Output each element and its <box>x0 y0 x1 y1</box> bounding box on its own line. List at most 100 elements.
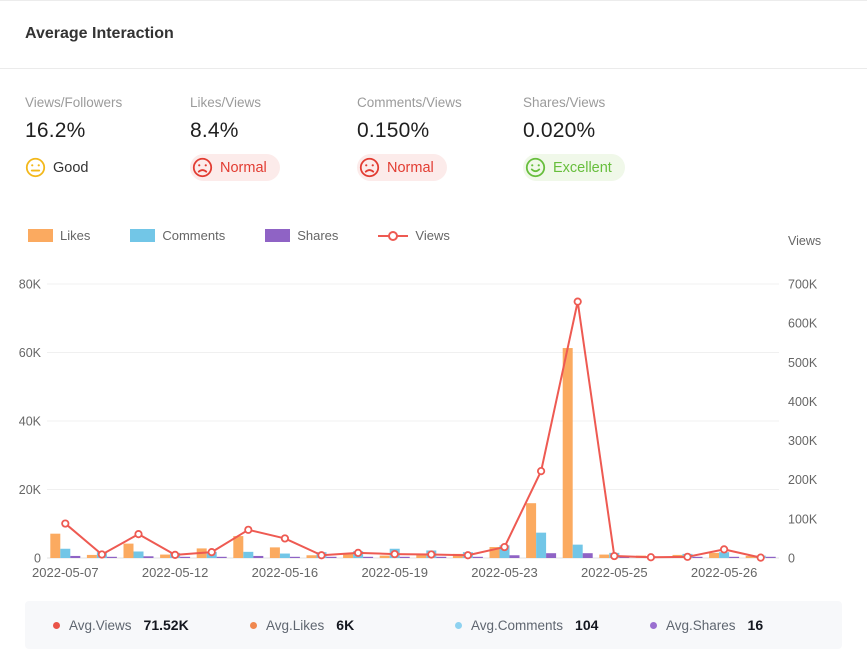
shares-bar <box>106 556 117 558</box>
interaction-chart: 0 20K 40K 60K 80K 0 100K 200K 300K 400K 500K 600K 70… <box>19 278 818 581</box>
metric-shares-views: Shares/Views 0.020% Excellent <box>523 95 688 183</box>
legend-label: Likes <box>60 228 91 243</box>
likes-bar <box>306 555 317 558</box>
chart-legend: Likes Comments Shares Views <box>28 228 450 243</box>
views-marker <box>683 552 692 561</box>
views-marker <box>61 519 70 528</box>
legend-item-shares[interactable]: Shares <box>265 228 338 243</box>
views-marker <box>500 542 509 552</box>
views-marker <box>610 551 619 561</box>
shares-bar <box>70 555 81 558</box>
legend-item-likes[interactable]: Likes <box>28 228 90 243</box>
x-axis-label: 2022-05-07 <box>32 565 99 580</box>
shares-bar <box>253 555 264 558</box>
views-line-icon <box>378 230 409 241</box>
shares-bar <box>399 556 410 558</box>
views-marker <box>207 548 216 557</box>
summary-avg-views: Avg.Views 71.52K <box>53 617 189 633</box>
status-badge: Excellent <box>523 154 625 181</box>
views-marker <box>353 548 363 558</box>
likes-swatch-icon <box>28 229 53 242</box>
likes-bar <box>562 348 573 558</box>
status-label: Excellent <box>553 159 612 176</box>
y-axis-label-right: 600K <box>788 317 818 331</box>
y-axis-label-left: 80K <box>19 278 42 292</box>
y-axis-label-right: 700K <box>788 278 818 292</box>
legend-item-comments[interactable]: Comments <box>130 228 225 243</box>
views-marker <box>134 530 143 539</box>
views-marker <box>317 551 326 560</box>
legend-label: Comments <box>162 228 226 243</box>
y-axis-label-right: 100K <box>788 512 818 526</box>
metric-label: Shares/Views <box>523 95 606 110</box>
shares-bar <box>509 555 520 558</box>
metric-value: 16.2% <box>25 119 86 142</box>
summary-value: 6K <box>336 617 355 633</box>
likes-bar <box>489 547 500 558</box>
views-marker <box>280 534 289 543</box>
views-marker <box>390 549 399 559</box>
comments-bar <box>243 551 254 558</box>
shares-bar <box>765 556 776 558</box>
summary-label: Avg.Likes <box>266 617 325 633</box>
summary-avg-comments: Avg.Comments 104 <box>455 617 598 633</box>
summary-value: 71.52K <box>143 617 189 633</box>
views-marker <box>244 525 253 534</box>
y-axis-label-right: 500K <box>788 356 818 370</box>
likes-bar <box>709 552 720 558</box>
y-axis-label-right: 300K <box>788 434 818 448</box>
comments-bar <box>499 545 510 558</box>
status-label: Normal <box>220 159 267 176</box>
y-axis-label-right: 400K <box>788 395 818 409</box>
likes-bar <box>526 503 537 558</box>
metrics-row: Views/Followers 16.2% Good Likes/Views 8… <box>25 95 852 183</box>
likes-bar <box>416 554 427 558</box>
likes-bar <box>50 533 61 558</box>
likes-bar <box>269 547 280 558</box>
metric-value: 8.4% <box>190 119 239 142</box>
views-marker <box>171 550 180 559</box>
x-axis-label: 2022-05-12 <box>142 565 209 580</box>
x-axis-label: 2022-05-26 <box>691 565 758 580</box>
face-neutral-icon <box>25 157 46 178</box>
shares-bar <box>619 556 630 558</box>
likes-bar <box>343 553 354 558</box>
status-badge: Normal <box>190 154 280 181</box>
shares-bar <box>216 556 227 558</box>
metric-value: 0.020% <box>523 119 596 142</box>
y-axis-label-left: 60K <box>19 346 42 360</box>
legend-label: Shares <box>297 228 339 243</box>
likes-dot-icon <box>250 621 257 629</box>
metric-label: Comments/Views <box>357 95 462 110</box>
summary-label: Avg.Shares <box>666 617 736 633</box>
metric-comments-views: Comments/Views 0.150% Normal <box>357 95 523 183</box>
summary-label: Avg.Comments <box>471 617 564 633</box>
metric-value: 0.150% <box>357 119 430 142</box>
shares-bar <box>546 553 557 558</box>
header-divider <box>0 68 867 69</box>
comments-swatch-icon <box>130 229 156 242</box>
comments-bar <box>536 532 547 558</box>
shares-swatch-icon <box>265 229 291 242</box>
likes-bar <box>123 543 134 558</box>
summary-avg-shares: Avg.Shares 16 <box>650 617 763 633</box>
shares-bar <box>326 556 337 558</box>
comments-bar <box>133 551 144 558</box>
likes-bar <box>745 555 756 558</box>
comments-bar <box>572 544 583 558</box>
views-marker <box>573 297 582 306</box>
face-sad-icon <box>359 157 380 178</box>
likes-bar <box>233 536 244 558</box>
status-label: Good <box>53 159 89 176</box>
x-axis-label: 2022-05-16 <box>252 565 319 580</box>
summary-value: 104 <box>575 617 599 633</box>
comments-bar <box>279 553 290 558</box>
y-axis-label-left: 20K <box>19 483 42 497</box>
metric-label: Views/Followers <box>25 95 123 110</box>
shares-bar <box>180 556 191 558</box>
legend-item-views[interactable]: Views <box>378 228 450 243</box>
face-happy-icon <box>525 157 546 178</box>
comments-dot-icon <box>455 621 462 629</box>
views-dot-icon <box>53 621 60 629</box>
likes-bar <box>86 554 97 558</box>
